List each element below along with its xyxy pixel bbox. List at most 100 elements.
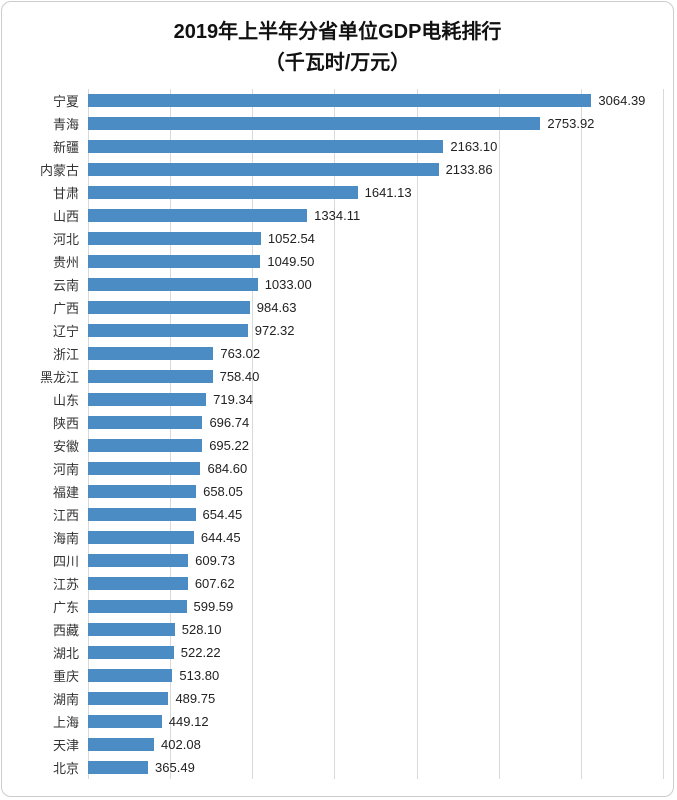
category-label: 北京 — [52, 761, 79, 776]
chart-row: 山东 719.34 — [8, 388, 663, 411]
bar-track: 449.12 — [88, 714, 663, 729]
value-label: 763.02 — [220, 346, 261, 361]
category-label: 广东 — [52, 600, 79, 615]
chart-row: 河南 684.60 — [8, 457, 663, 480]
bar-track: 522.22 — [88, 645, 663, 660]
category-label: 上海 — [52, 715, 79, 730]
bar — [88, 715, 162, 728]
value-label: 522.22 — [180, 645, 221, 660]
chart-row: 广西 984.63 — [8, 296, 663, 319]
chart-row: 海南 644.45 — [8, 526, 663, 549]
value-label: 2753.92 — [547, 116, 595, 131]
gridline — [663, 89, 664, 779]
category-label: 福建 — [52, 485, 79, 500]
chart-row: 四川 609.73 — [8, 549, 663, 572]
bar — [88, 623, 175, 636]
chart-row: 重庆 513.80 — [8, 664, 663, 687]
gridline — [416, 89, 418, 779]
bar — [88, 577, 188, 590]
chart-row: 山西 1334.11 — [8, 204, 663, 227]
category-label: 山东 — [52, 393, 79, 408]
bar — [88, 646, 174, 659]
value-label: 1033.00 — [264, 277, 312, 292]
chart-row: 陕西 696.74 — [8, 411, 663, 434]
bar-track: 1033.00 — [88, 277, 663, 292]
value-label: 607.62 — [194, 576, 235, 591]
value-label: 402.08 — [161, 737, 201, 752]
bar-track: 3064.39 — [88, 93, 663, 108]
value-label: 2163.10 — [450, 139, 498, 154]
bar — [88, 761, 149, 774]
bar-track: 1049.50 — [88, 254, 663, 269]
bar-track: 696.74 — [88, 415, 663, 430]
chart-row: 上海 449.12 — [8, 710, 663, 733]
category-label: 甘肃 — [52, 186, 79, 201]
category-label: 天津 — [52, 738, 79, 753]
bar — [88, 301, 250, 314]
bar — [88, 508, 196, 521]
bar-chart: 宁夏 3064.39 青海 2753.92 新疆 2163.10 内蒙古 2133.86 甘肃 1… — [2, 89, 673, 785]
bar — [88, 600, 187, 613]
bar — [88, 255, 261, 268]
value-label: 719.34 — [213, 392, 253, 407]
bar-track: 654.45 — [88, 507, 663, 522]
category-label: 新疆 — [52, 140, 79, 155]
value-label: 489.75 — [175, 691, 216, 706]
value-label: 449.12 — [168, 714, 209, 729]
bar — [88, 692, 169, 705]
value-label: 609.73 — [195, 553, 235, 568]
bar — [88, 140, 444, 153]
bar — [88, 393, 207, 406]
gridline-layer — [88, 89, 664, 779]
bar-track: 719.34 — [88, 392, 663, 407]
category-label: 内蒙古 — [39, 163, 79, 178]
bar-track: 599.59 — [88, 599, 663, 614]
bar-track: 528.10 — [88, 622, 663, 637]
value-label: 972.32 — [254, 323, 295, 338]
category-label: 云南 — [52, 278, 79, 293]
bar — [88, 186, 358, 199]
chart-row: 江苏 607.62 — [8, 572, 663, 595]
bar — [88, 232, 261, 245]
value-label: 3064.39 — [598, 93, 646, 108]
bar — [88, 485, 197, 498]
category-label: 江苏 — [52, 577, 79, 592]
bar — [88, 163, 439, 176]
value-label: 1641.13 — [364, 185, 412, 200]
bar — [88, 462, 201, 475]
gridline — [88, 89, 89, 779]
category-label: 河北 — [52, 232, 79, 247]
value-label: 696.74 — [209, 415, 250, 430]
gridline — [252, 89, 254, 779]
chart-row: 广东 599.59 — [8, 595, 663, 618]
value-label: 513.80 — [179, 668, 220, 683]
value-label: 1334.11 — [314, 208, 361, 223]
bar — [88, 554, 189, 567]
gridline — [580, 89, 582, 779]
category-label: 黑龙江 — [39, 370, 79, 385]
bar — [88, 278, 258, 291]
chart-row: 浙江 763.02 — [8, 342, 663, 365]
bar — [88, 738, 155, 751]
chart-row: 甘肃 1641.13 — [8, 181, 663, 204]
chart-row: 河北 1052.54 — [8, 227, 663, 250]
category-label: 湖北 — [52, 646, 79, 661]
chart-row: 宁夏 3064.39 — [8, 89, 663, 112]
category-label: 重庆 — [52, 669, 79, 684]
bar — [88, 669, 173, 682]
category-label: 辽宁 — [52, 324, 79, 339]
bar-track: 763.02 — [88, 346, 663, 361]
value-label: 528.10 — [181, 622, 222, 637]
chart-row: 北京 365.49 — [8, 756, 663, 779]
gridline — [498, 89, 500, 779]
category-label: 广西 — [52, 301, 79, 316]
chart-row: 天津 402.08 — [8, 733, 663, 756]
bar — [88, 94, 592, 107]
category-label: 西藏 — [52, 623, 79, 638]
category-label: 海南 — [52, 531, 79, 546]
chart-row: 湖北 522.22 — [8, 641, 663, 664]
bar — [88, 370, 213, 383]
value-label: 658.05 — [203, 484, 243, 499]
category-label: 湖南 — [52, 692, 79, 707]
bar-track: 365.49 — [88, 760, 663, 775]
